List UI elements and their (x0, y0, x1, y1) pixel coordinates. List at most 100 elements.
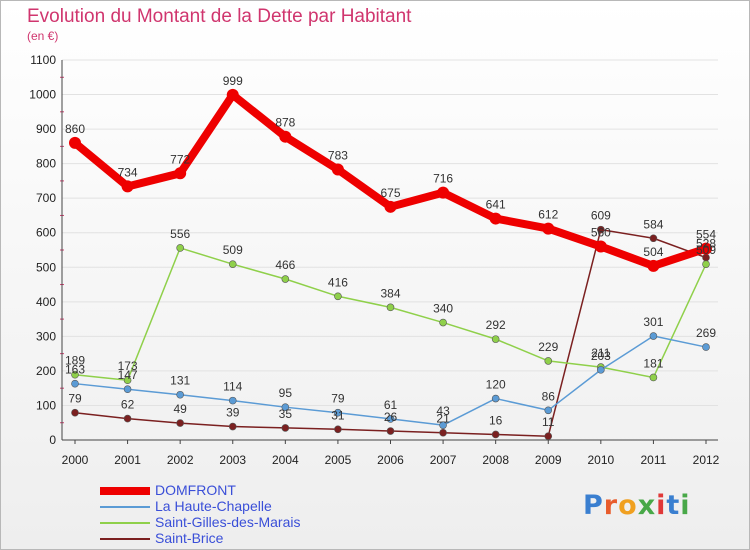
data-point (439, 318, 447, 327)
data-label: 999 (223, 74, 243, 88)
data-label: 173 (118, 359, 138, 373)
y-tick-label: 300 (36, 329, 56, 343)
data-point (176, 390, 184, 399)
data-label: 49 (173, 402, 187, 416)
y-tick-label: 100 (36, 398, 56, 412)
data-label: 62 (121, 398, 135, 412)
y-tick-label: 800 (36, 157, 56, 171)
data-point (439, 428, 447, 437)
data-label: 878 (275, 116, 295, 130)
data-point (176, 244, 184, 252)
data-point (334, 292, 342, 301)
data-label: 612 (538, 208, 558, 222)
data-point (597, 225, 605, 234)
logo-letter: r (603, 490, 619, 521)
legend-label: Saint-Brice (155, 530, 224, 546)
data-label: 120 (486, 378, 506, 392)
x-tick-label: 2007 (430, 453, 457, 467)
data-label: 504 (643, 245, 663, 259)
data-point (334, 408, 342, 417)
data-point (279, 130, 292, 143)
proxiti-logo[interactable]: Proxiti (583, 490, 691, 521)
data-label: 466 (275, 258, 295, 272)
x-tick-label: 2010 (587, 453, 614, 467)
data-point (491, 335, 500, 343)
data-label: 79 (68, 392, 82, 406)
data-point (700, 242, 712, 255)
data-label: 560 (591, 226, 611, 240)
data-label: 181 (643, 356, 663, 370)
x-tick-label: 2005 (325, 453, 352, 467)
chart-unit: (en €) (27, 29, 59, 43)
data-point (597, 366, 605, 374)
x-tick-label: 2009 (535, 453, 562, 467)
data-label: 772 (170, 152, 190, 166)
data-point (386, 415, 395, 423)
data-point (174, 167, 187, 180)
data-point (491, 394, 500, 403)
data-label: 734 (118, 165, 138, 179)
legend-swatch (100, 487, 150, 495)
data-point (228, 396, 237, 405)
data-point (226, 88, 239, 101)
data-point (331, 163, 344, 176)
data-label: 301 (643, 315, 663, 329)
data-point (386, 427, 395, 435)
data-label: 147 (118, 368, 138, 382)
data-point (649, 234, 658, 243)
data-label: 509 (696, 243, 716, 257)
data-label: 11 (542, 415, 555, 429)
data-point (702, 343, 710, 351)
data-point (544, 406, 553, 415)
y-tick-label: 200 (36, 364, 56, 378)
logo-letter: t (666, 490, 681, 521)
data-point (176, 419, 184, 427)
logo-letter: i (680, 490, 691, 521)
data-label: 783 (328, 149, 348, 163)
data-label: 21 (436, 412, 450, 426)
data-point (334, 425, 342, 434)
data-label: 292 (486, 318, 506, 332)
data-label: 16 (489, 413, 503, 427)
data-label: 641 (486, 198, 506, 212)
data-label: 79 (331, 392, 345, 406)
data-label: 716 (433, 172, 453, 186)
data-point (439, 421, 447, 429)
data-point (71, 379, 79, 388)
y-tick-label: 900 (36, 122, 56, 136)
y-tick-label: 400 (36, 295, 56, 309)
data-label: 26 (384, 410, 398, 424)
x-tick-label: 2008 (482, 453, 509, 467)
data-label: 211 (591, 346, 610, 360)
data-point (281, 275, 290, 283)
data-point (649, 373, 658, 382)
data-point (384, 200, 397, 213)
y-tick-label: 0 (49, 433, 56, 447)
data-point (121, 180, 134, 193)
data-point (544, 432, 553, 441)
data-point (544, 357, 553, 365)
data-label: 675 (380, 186, 400, 200)
x-tick-label: 2003 (219, 453, 246, 467)
data-label: 528 (696, 237, 716, 251)
data-point (281, 403, 290, 411)
data-label: 609 (591, 209, 611, 223)
data-label: 509 (223, 243, 243, 257)
legend-swatch (100, 538, 150, 540)
data-point (69, 136, 81, 149)
data-label: 189 (65, 354, 85, 368)
y-tick-label: 500 (36, 260, 56, 274)
data-label: 416 (328, 275, 348, 289)
data-point (594, 240, 607, 253)
data-point (386, 303, 395, 312)
x-tick-label: 2001 (114, 453, 141, 467)
data-point (228, 422, 237, 431)
data-point (702, 260, 710, 268)
x-tick-label: 2002 (167, 453, 194, 467)
y-tick-label: 700 (36, 191, 56, 205)
data-point (437, 186, 450, 199)
data-label: 39 (226, 406, 240, 420)
legend-swatch (100, 506, 150, 508)
